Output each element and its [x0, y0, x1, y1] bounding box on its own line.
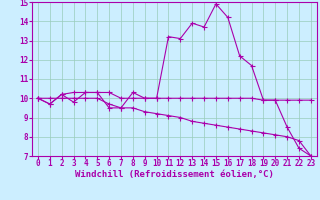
- X-axis label: Windchill (Refroidissement éolien,°C): Windchill (Refroidissement éolien,°C): [75, 170, 274, 179]
